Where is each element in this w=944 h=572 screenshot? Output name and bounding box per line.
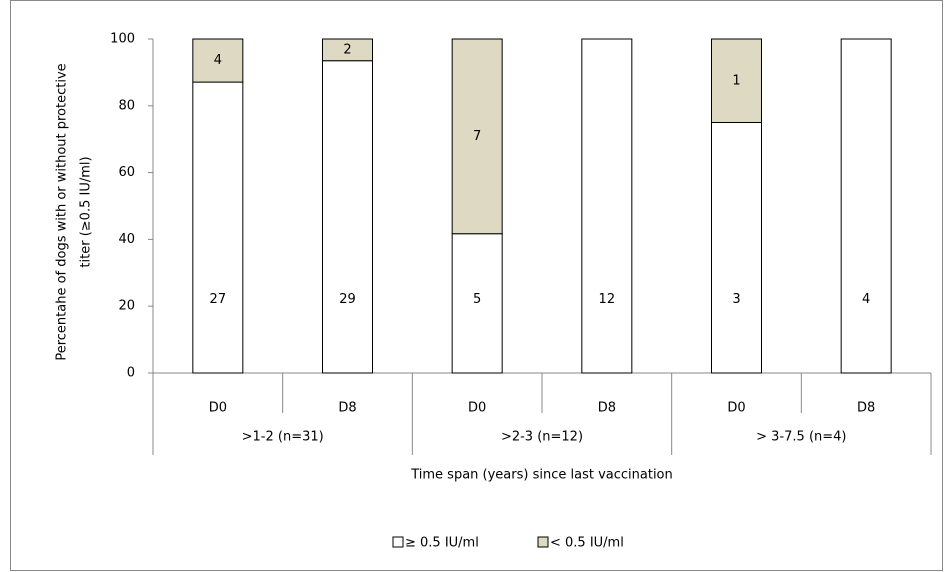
bar-segment: [581, 38, 633, 374]
data-label: 29: [339, 292, 356, 307]
data-label: 27: [210, 292, 227, 307]
y-tick-label: 100: [110, 32, 135, 47]
y-tick-label: 60: [118, 165, 135, 180]
y-axis-title: Percentahe of dogs with or without prote…: [55, 63, 94, 360]
bar-segment: [322, 60, 373, 374]
bar-segment: [840, 38, 892, 374]
data-label: 5: [473, 292, 481, 307]
bar-segment: [711, 122, 762, 374]
y-tick-label: 80: [118, 98, 135, 113]
y-tick-label: 0: [127, 366, 135, 381]
data-label: 4: [862, 292, 870, 307]
group-label: > 3-7.5 (n=4): [756, 430, 846, 445]
data-label: 1: [732, 73, 740, 88]
bar-segment: [322, 38, 373, 62]
bar-segment: [451, 38, 503, 235]
y-axis-title-line: Percentahe of dogs with or without prote…: [55, 63, 70, 360]
legend-swatch: [537, 536, 549, 548]
x-tick-label: D0: [468, 401, 486, 416]
y-tick-label: 40: [118, 232, 135, 247]
y-axis-title-line: titer (≥0.5 IU/ml): [79, 156, 94, 267]
bar-segment: [192, 38, 244, 83]
x-tick-label: D0: [727, 401, 745, 416]
x-tick-label: D0: [209, 401, 227, 416]
x-tick-label: D8: [857, 401, 875, 416]
data-label: 7: [473, 129, 481, 144]
y-tick-label: 20: [118, 299, 135, 314]
bar-segment: [192, 81, 244, 374]
group-label: >1-2 (n=31): [242, 430, 324, 445]
legend-label: ≥ 0.5 IU/ml: [405, 536, 479, 551]
bar-segment: [711, 38, 762, 123]
data-label: 4: [214, 53, 222, 68]
x-axis-title: Time span (years) since last vaccination: [410, 468, 673, 483]
legend-label: < 0.5 IU/ml: [550, 536, 624, 551]
group-label: >2-3 (n=12): [501, 430, 583, 445]
x-tick-label: D8: [598, 401, 616, 416]
data-label: 12: [599, 292, 616, 307]
data-label: 2: [343, 42, 351, 57]
data-label: 3: [732, 292, 740, 307]
legend-swatch: [392, 536, 404, 548]
x-tick-label: D8: [338, 401, 356, 416]
bar-segment: [451, 233, 503, 374]
